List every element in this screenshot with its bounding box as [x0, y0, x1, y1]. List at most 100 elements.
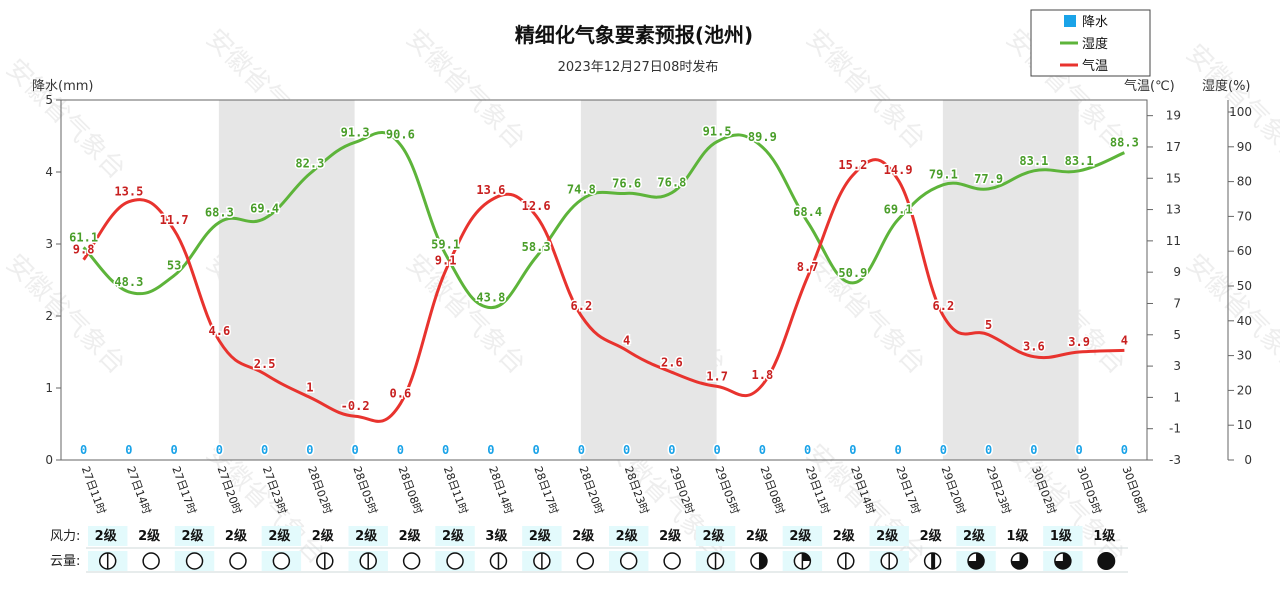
humidity-axis: 0 10 20 30 40 50 60 70 80 90 100 [1227, 100, 1252, 467]
shaded-bands [218, 100, 1079, 460]
cloud-overcast-icon [1097, 552, 1116, 570]
humidity-tick-label: 50 [1237, 279, 1252, 293]
temp-tick-label: 17 [1166, 140, 1181, 154]
temperature-data-label: 6.2 [571, 299, 593, 313]
humidity-tick-label: 80 [1237, 175, 1252, 189]
temperature-data-label: 13.6 [476, 183, 505, 197]
humidity-data-label: 91.5 [703, 125, 732, 139]
wind-value: 2级 [920, 528, 943, 544]
x-tick-label: 30日08时 [1120, 465, 1149, 516]
humidity-data-label: 91.3 [341, 125, 370, 139]
humidity-tick-label: 0 [1244, 453, 1252, 467]
humidity-data-label: 68.3 [205, 205, 234, 219]
cloud-circle [272, 552, 291, 570]
cloud-clear-icon [402, 552, 421, 570]
temp-tick-label: 11 [1166, 234, 1181, 248]
wind-row-label: 风力: [50, 529, 80, 544]
cloud-circle [402, 552, 421, 570]
wind-cell-bg [88, 526, 128, 546]
temp-tick-label: 15 [1166, 171, 1181, 185]
x-tick-label: 28日11时 [441, 465, 470, 516]
humidity-tick-label: 40 [1237, 314, 1252, 328]
cloud-partly-icon [98, 552, 117, 570]
temp-tick-label: 13 [1166, 203, 1181, 217]
temp-tick-label: 1 [1173, 390, 1181, 404]
humidity-axis-title: 湿度(%) [1202, 78, 1251, 94]
temperature-data-label: 8.7 [797, 260, 819, 274]
legend-label-precip: 降水 [1082, 15, 1108, 30]
wind-value: 1级 [1006, 528, 1029, 544]
temp-tick-label: 9 [1173, 265, 1181, 279]
cloud-partly-icon [316, 552, 334, 570]
precip-data-label: 0 [1076, 443, 1083, 457]
humidity-tick-label: 10 [1237, 418, 1252, 432]
temperature-data-label: 4 [1121, 333, 1128, 347]
legend: 降水 湿度 气温 [1030, 9, 1151, 77]
x-tick-label: 28日05时 [350, 465, 379, 516]
cloud-clear-icon [142, 552, 160, 570]
wind-value: 2级 [399, 528, 422, 544]
cloud-circle [446, 552, 464, 570]
humidity-data-label: 59.1 [431, 237, 460, 251]
wind-value: 2级 [442, 528, 465, 544]
cloud-three-quarter-icon [1010, 552, 1029, 570]
wind-value: 2级 [529, 528, 552, 544]
temp-tick-label: -1 [1169, 422, 1181, 436]
wind-value: 2级 [963, 528, 986, 544]
temp-tick-label: 3 [1173, 359, 1181, 373]
series-layer: 0 0 0 0 0 0 0 0 0 0 0 0 0 0 0 0 0 0 0 0 0 0 0 0 61.1 48.3 53 68.3 69… [68, 123, 1141, 458]
watermark-text: 安徽省气象台 [400, 24, 532, 156]
wind-value: 2级 [789, 528, 812, 544]
wind-cell-bg [1043, 526, 1083, 546]
chart-subtitle: 2023年12月27日08时发布 [558, 59, 719, 75]
precip-tick-label: 3 [45, 237, 53, 251]
precip-tick-label: 4 [45, 165, 53, 179]
cloud-clear-icon [229, 552, 247, 570]
temp-axis-title: 气温(℃) [1124, 78, 1175, 94]
legend-box [1030, 9, 1151, 77]
shaded-band [580, 100, 717, 460]
legend-swatch-precip [1064, 15, 1076, 27]
wind-value: 2级 [225, 528, 248, 544]
watermark-text: 安徽省气象台 [400, 249, 532, 381]
temperature-data-label: 4 [623, 333, 630, 347]
humidity-data-label: 53 [167, 259, 181, 273]
precip-data-label: 0 [216, 443, 223, 457]
temperature-data-label: 11.7 [160, 213, 189, 227]
wind-value: 2级 [746, 528, 769, 544]
cloud-half-icon [750, 552, 768, 570]
wind-value: 1级 [1093, 528, 1116, 544]
watermark-text: 安徽省气象台 [0, 54, 131, 186]
precip-data-label: 0 [1030, 443, 1037, 457]
temperature-data-label: 6.2 [933, 299, 955, 313]
x-tick-label: 28日14时 [486, 465, 515, 516]
wind-cell-bg [956, 526, 996, 546]
humidity-data-label: 90.6 [386, 128, 415, 142]
wind-value: 2级 [138, 528, 161, 544]
wind-cell-bg [348, 526, 388, 546]
wind-value: 2级 [312, 528, 335, 544]
x-tick-label: 29日20时 [939, 465, 968, 516]
wind-value: 2级 [95, 528, 118, 544]
cloud-circle [185, 552, 204, 570]
humidity-data-label: 88.3 [1110, 136, 1139, 150]
precip-data-label: 0 [668, 443, 675, 457]
humidity-data-label: 69.4 [250, 201, 279, 215]
humidity-data-label: 89.9 [748, 130, 777, 144]
humidity-tick-label: 20 [1237, 383, 1252, 397]
humidity-data-label: 79.1 [929, 168, 958, 182]
temperature-data-label: 9.1 [435, 254, 457, 268]
humidity-tick-label: 60 [1237, 244, 1252, 258]
cloud-mark [968, 553, 985, 569]
cloud-row [86, 551, 1128, 573]
precip-data-label: 0 [804, 443, 811, 457]
wind-value: 2级 [268, 528, 291, 544]
temperature-data-label: 1.8 [752, 368, 774, 382]
precip-data-label: 0 [623, 443, 630, 457]
cloud-clear-icon [272, 552, 291, 570]
wind-cell-bg [869, 526, 909, 546]
temp-tick-label: -3 [1169, 453, 1181, 467]
humidity-data-label: 77.9 [974, 172, 1003, 186]
